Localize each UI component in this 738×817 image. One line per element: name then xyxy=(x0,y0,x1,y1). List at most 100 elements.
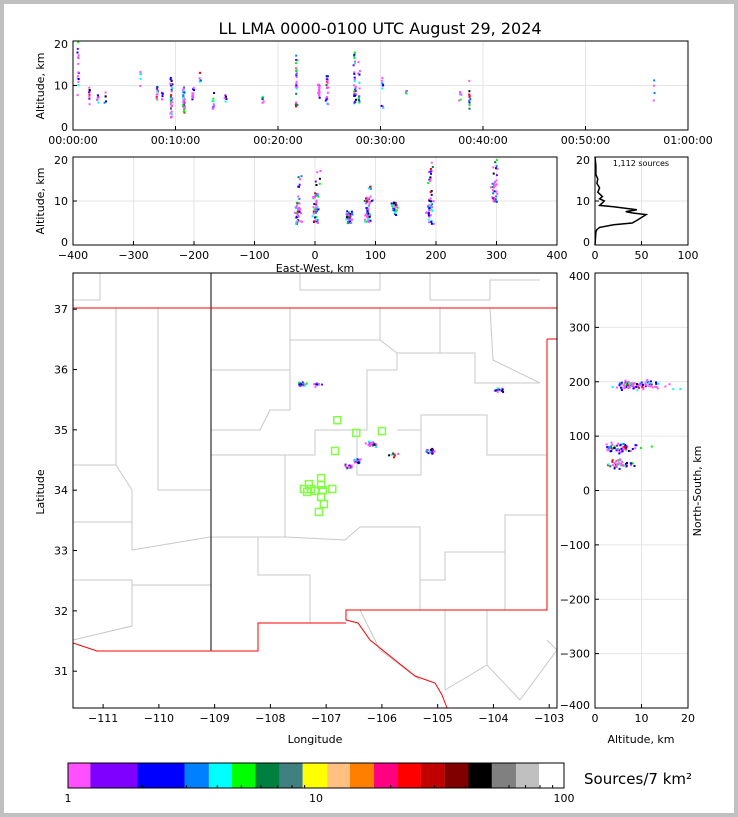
chart-axes: 00:00:00 00:10:00 00:20:00 00:30:00 00:40:00… xyxy=(48,38,712,725)
source-point xyxy=(139,85,142,87)
source-point xyxy=(353,54,356,57)
source-point xyxy=(380,79,383,82)
source-point xyxy=(169,95,172,98)
source-point xyxy=(621,387,624,390)
x-tick-label: 0 xyxy=(592,249,599,262)
source-point xyxy=(636,389,639,392)
x-tick-label: −200 xyxy=(179,249,209,262)
source-point xyxy=(620,389,623,391)
source-point xyxy=(611,459,614,462)
source-point xyxy=(620,442,623,445)
time-panel-ylabel: Altitude, km xyxy=(34,52,47,119)
y-tick-label: 10 xyxy=(576,195,590,208)
source-point xyxy=(492,197,494,200)
y-tick-label: −200 xyxy=(560,593,590,606)
source-point xyxy=(656,387,659,390)
source-point xyxy=(363,200,366,202)
y-tick-label: 10 xyxy=(54,80,68,93)
source-point xyxy=(625,464,628,467)
source-point xyxy=(314,192,317,195)
source-point xyxy=(496,390,499,393)
source-point xyxy=(633,465,636,467)
source-point xyxy=(396,209,398,212)
source-point xyxy=(326,82,329,85)
source-point xyxy=(468,93,471,96)
source-point xyxy=(88,95,91,98)
lma-station xyxy=(310,486,320,496)
colorbar-swatch xyxy=(373,763,398,788)
source-point xyxy=(626,384,628,387)
colorbar-swatch xyxy=(208,763,232,788)
source-point xyxy=(182,94,185,97)
source-point xyxy=(428,198,430,201)
source-point xyxy=(96,94,99,97)
source-point xyxy=(315,201,318,204)
source-point xyxy=(365,201,368,204)
source-point xyxy=(388,454,391,457)
source-point xyxy=(653,79,656,82)
source-point xyxy=(649,380,652,383)
source-point xyxy=(468,101,471,104)
source-point xyxy=(614,465,617,468)
source-point xyxy=(624,444,627,446)
source-point xyxy=(345,216,348,219)
colorbar-label: Sources/7 km² xyxy=(584,770,692,788)
x-tick-label: 00:10:00 xyxy=(151,134,200,147)
source-point xyxy=(358,101,361,104)
source-point xyxy=(314,383,317,386)
colorbar-swatch xyxy=(420,763,445,788)
source-point xyxy=(302,383,305,386)
lma-station xyxy=(328,484,337,494)
source-point xyxy=(431,166,434,168)
source-point xyxy=(495,174,498,177)
source-point xyxy=(625,382,627,385)
x-tick-label: −104 xyxy=(478,712,508,725)
source-point xyxy=(629,462,632,465)
source-point xyxy=(295,221,298,224)
source-point xyxy=(430,222,433,225)
y-tick-label: 0 xyxy=(61,236,68,249)
source-point xyxy=(430,193,433,196)
x-tick-label: 00:30:00 xyxy=(356,134,405,147)
source-point xyxy=(615,386,618,389)
source-point xyxy=(627,381,630,383)
source-point xyxy=(295,62,297,65)
source-point xyxy=(317,83,320,86)
y-tick-label: 35 xyxy=(54,424,68,437)
source-point xyxy=(353,78,356,81)
source-point xyxy=(198,80,201,83)
source-point xyxy=(367,218,370,220)
source-point xyxy=(365,207,368,210)
y-tick-label: 37 xyxy=(54,303,68,316)
source-point xyxy=(655,386,658,388)
source-point xyxy=(353,84,355,87)
source-point xyxy=(170,83,173,85)
source-point xyxy=(382,107,385,109)
source-point xyxy=(618,384,621,387)
source-point xyxy=(369,195,372,198)
source-point xyxy=(617,448,620,451)
source-point xyxy=(348,465,350,468)
source-point xyxy=(618,467,621,470)
source-point xyxy=(641,385,644,388)
source-point xyxy=(314,216,316,219)
source-point xyxy=(191,92,194,95)
colorbar-frame xyxy=(67,762,565,789)
source-point xyxy=(359,458,362,461)
source-point xyxy=(613,462,616,465)
source-point xyxy=(625,385,627,388)
source-point xyxy=(615,444,618,447)
source-point xyxy=(314,211,317,214)
source-point xyxy=(430,172,432,175)
source-point xyxy=(394,210,397,213)
colorbar-swatch xyxy=(444,763,469,788)
x-tick-label: −300 xyxy=(118,249,148,262)
source-point xyxy=(182,100,185,103)
source-point xyxy=(300,212,303,215)
source-point xyxy=(76,74,79,77)
source-point xyxy=(393,207,396,210)
source-point xyxy=(351,213,353,216)
source-point xyxy=(657,382,660,385)
source-point xyxy=(459,91,461,93)
source-point xyxy=(618,462,621,465)
